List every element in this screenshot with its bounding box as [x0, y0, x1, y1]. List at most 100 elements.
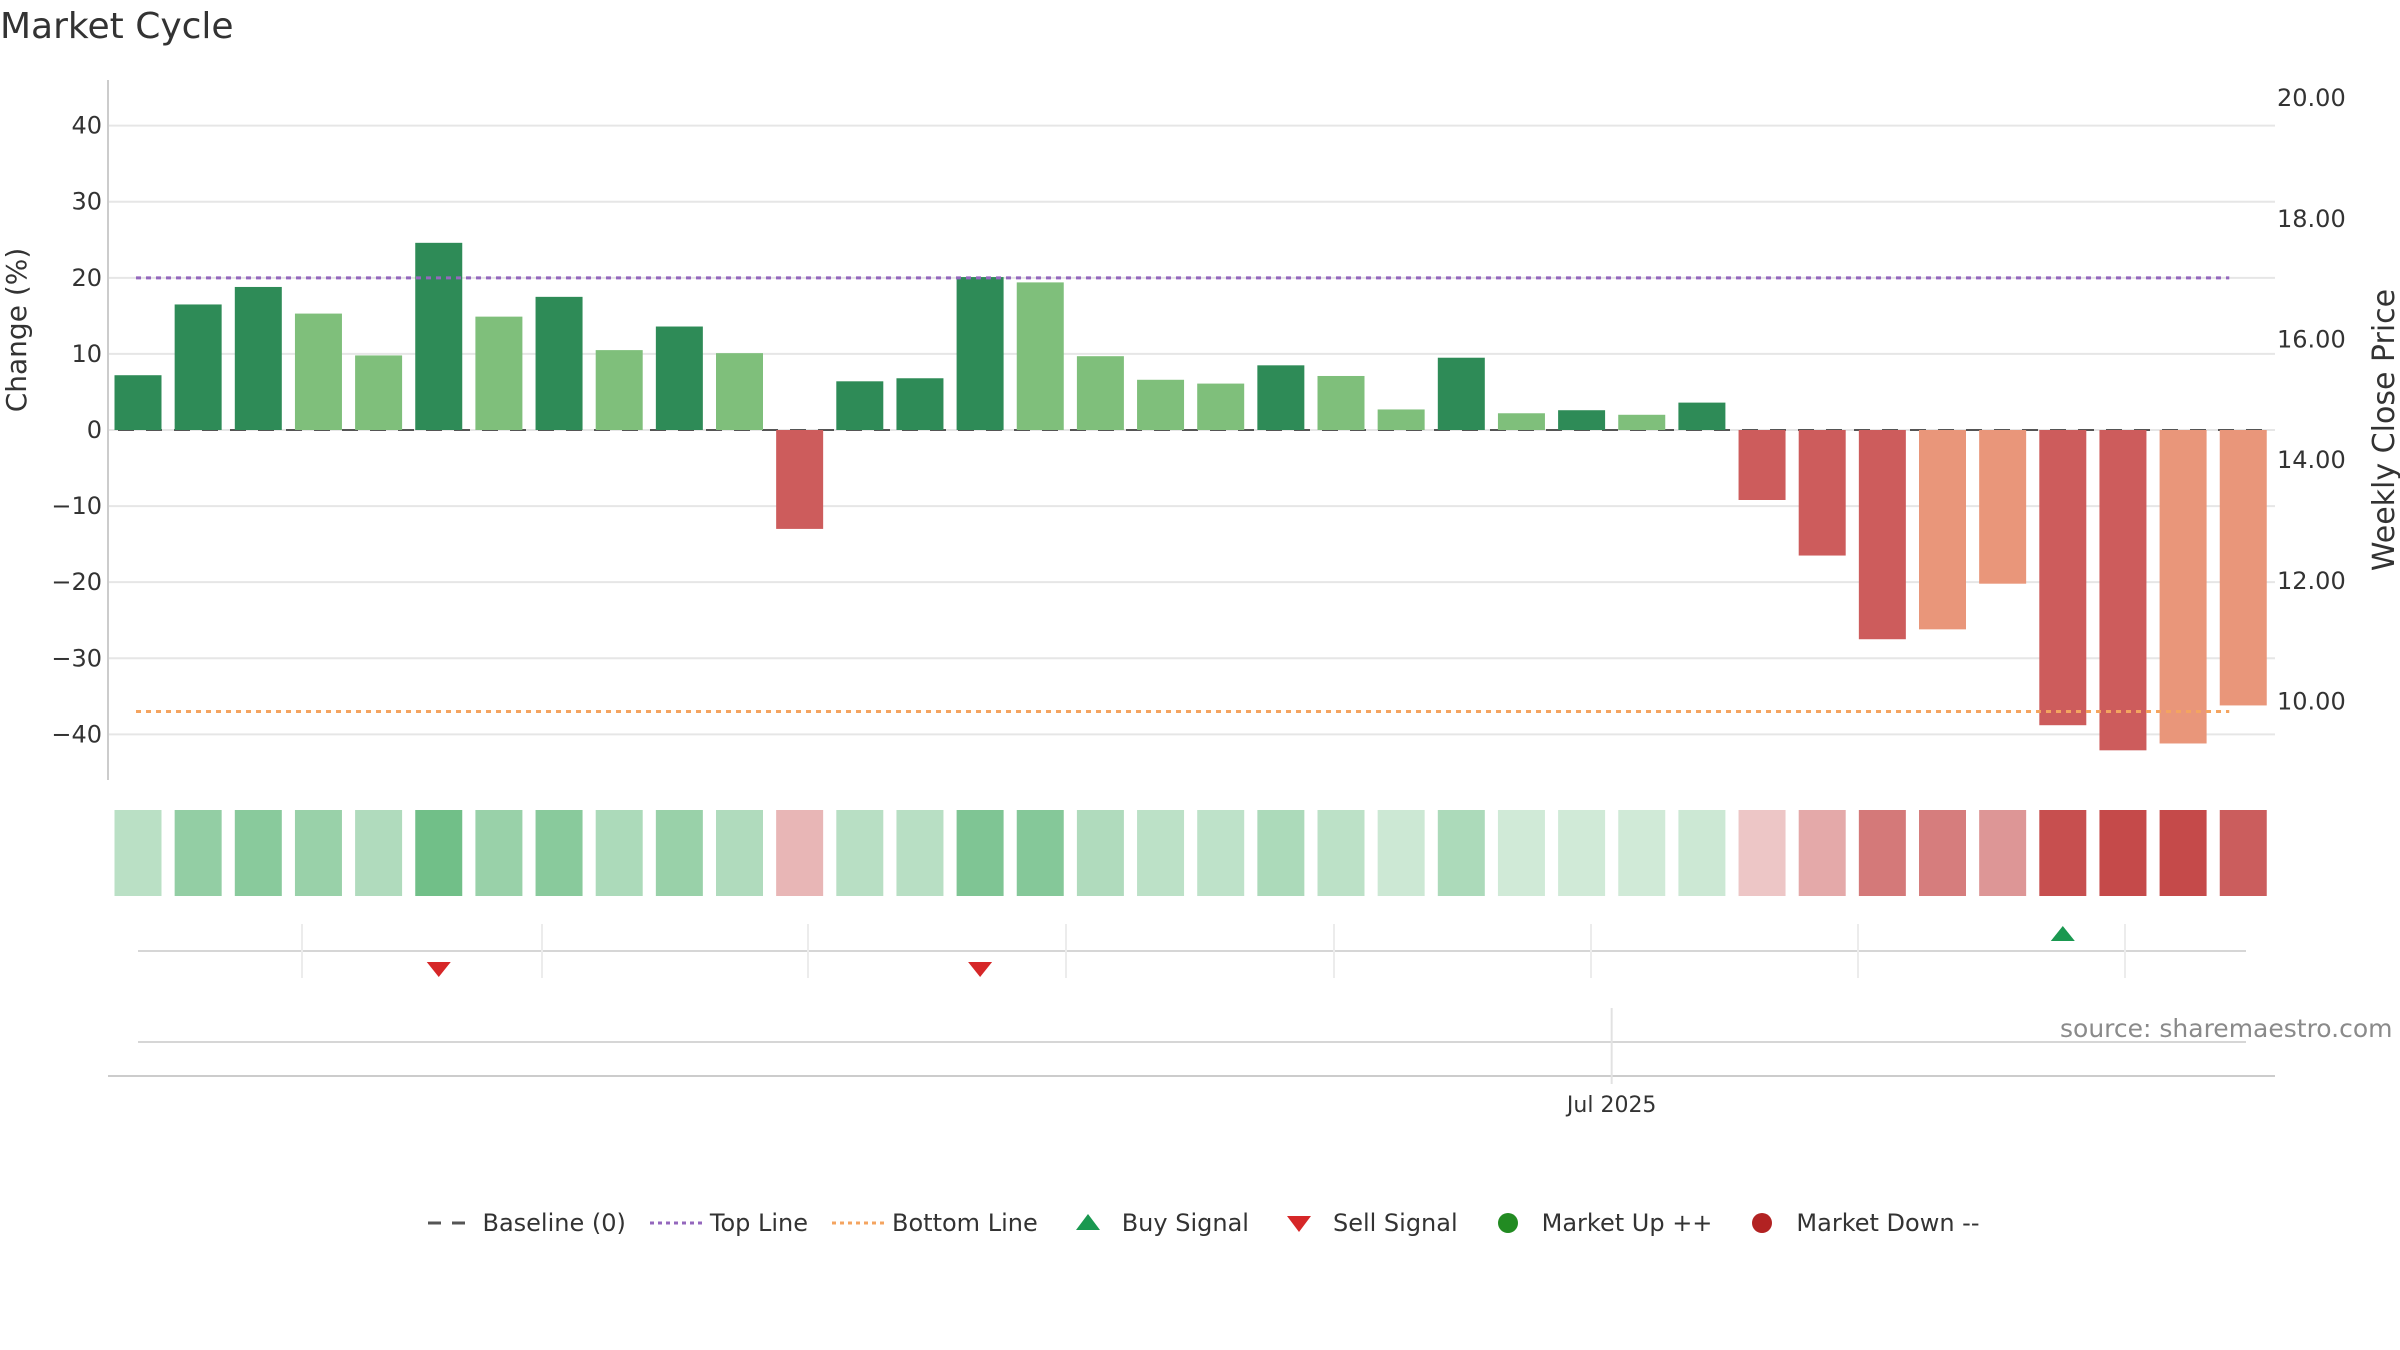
heat-cell-14 — [896, 810, 944, 896]
bar-15 — [956, 277, 1004, 430]
heat-cell-32 — [1979, 810, 2027, 896]
market-down-dot-icon — [1734, 1208, 1790, 1238]
heat-cell-25 — [1558, 810, 1606, 896]
right-axis-tick-label: 14.00 — [2277, 446, 2346, 474]
bar-28 — [1738, 430, 1786, 500]
bar-19 — [1197, 383, 1245, 430]
heat-cell-3 — [234, 810, 282, 896]
sell-signal-marker — [968, 962, 993, 977]
bar-30 — [1858, 430, 1906, 640]
heat-cell-34 — [2099, 810, 2147, 896]
bar-10 — [655, 326, 703, 430]
heat-cell-8 — [535, 810, 583, 896]
sell-triangle-icon — [1271, 1208, 1327, 1238]
bar-36 — [2219, 430, 2267, 706]
legend-bottom-line-symbol — [830, 1208, 886, 1238]
chart-legend: Baseline (0) Top Line Bottom Line Buy Si… — [0, 1208, 2400, 1238]
heat-cell-11 — [716, 810, 763, 896]
bar-20 — [1257, 365, 1305, 430]
legend-buy-signal[interactable]: Buy Signal — [1060, 1208, 1249, 1238]
heat-cell-36 — [2219, 810, 2267, 896]
bar-3 — [234, 286, 282, 430]
bar-22 — [1377, 409, 1425, 430]
bar-16 — [1016, 282, 1064, 430]
bar-23 — [1437, 357, 1485, 430]
heat-cell-21 — [1317, 810, 1365, 896]
heat-cell-19 — [1197, 810, 1245, 896]
legend-buy-signal-label: Buy Signal — [1121, 1209, 1249, 1237]
left-axis-tick-label: −20 — [51, 568, 102, 596]
left-axis-tick-label: 10 — [71, 340, 102, 368]
bar-13 — [836, 381, 884, 430]
bar-31 — [1919, 430, 1966, 630]
legend-market-up-label: Market Up ++ — [1541, 1209, 1713, 1237]
heat-cell-17 — [1076, 810, 1124, 896]
bar-7 — [475, 316, 523, 430]
bar-5 — [355, 355, 403, 430]
legend-market-down-label: Market Down -- — [1796, 1209, 1980, 1237]
heat-cell-5 — [355, 810, 403, 896]
heat-cell-16 — [1016, 810, 1064, 896]
heat-cell-31 — [1919, 810, 1966, 896]
left-axis-tick-label: 0 — [87, 416, 102, 444]
bar-18 — [1137, 379, 1185, 430]
bar-12 — [776, 430, 824, 529]
sell-signal-marker — [426, 962, 451, 977]
legend-market-down[interactable]: Market Down -- — [1734, 1208, 1980, 1238]
chart-title: Market Cycle — [0, 6, 234, 47]
heat-cell-12 — [776, 810, 824, 896]
left-axis-tick-label: −30 — [51, 644, 102, 672]
legend-top-line[interactable]: Top Line — [648, 1208, 808, 1238]
heat-cell-29 — [1798, 810, 1846, 896]
right-axis-tick-label: 16.00 — [2277, 325, 2346, 353]
left-axis-tick-label: 40 — [71, 112, 102, 140]
bar-33 — [2039, 430, 2087, 726]
legend-baseline-label: Baseline (0) — [482, 1209, 626, 1237]
legend-top-line-label: Top Line — [709, 1209, 809, 1237]
bar-32 — [1979, 430, 2027, 584]
bar-26 — [1618, 414, 1666, 430]
bar-17 — [1076, 356, 1124, 430]
heat-cell-1 — [114, 810, 162, 896]
legend-baseline[interactable]: Baseline (0) — [420, 1208, 626, 1238]
legend-sell-signal[interactable]: Sell Signal — [1271, 1208, 1458, 1238]
bar-9 — [595, 350, 643, 430]
heat-cell-33 — [2039, 810, 2087, 896]
buy-signal-marker — [2050, 926, 2075, 941]
right-axis-title: Weekly Close Price — [2367, 289, 2400, 571]
heat-cell-7 — [475, 810, 523, 896]
heat-cell-27 — [1678, 810, 1726, 896]
bar-2 — [174, 304, 222, 430]
heat-cell-23 — [1437, 810, 1485, 896]
bar-1 — [114, 375, 162, 430]
bar-21 — [1317, 375, 1365, 430]
heat-cell-13 — [836, 810, 884, 896]
heat-cell-18 — [1137, 810, 1185, 896]
legend-top-line-symbol — [648, 1208, 704, 1238]
legend-bottom-line-label: Bottom Line — [892, 1209, 1038, 1237]
left-axis-tick-label: 20 — [71, 264, 102, 292]
bar-29 — [1798, 430, 1846, 556]
legend-bottom-line[interactable]: Bottom Line — [830, 1208, 1038, 1238]
legend-market-up[interactable]: Market Up ++ — [1480, 1208, 1713, 1238]
bar-35 — [2159, 430, 2207, 744]
heat-cell-24 — [1497, 810, 1545, 896]
heat-cell-2 — [174, 810, 222, 896]
legend-baseline-symbol — [420, 1208, 476, 1238]
legend-sell-signal-label: Sell Signal — [1332, 1209, 1458, 1237]
heat-cell-26 — [1618, 810, 1666, 896]
left-axis-tick-label: −40 — [51, 720, 102, 748]
bar-25 — [1558, 410, 1606, 430]
x-axis-tick-label: Jul 2025 — [1565, 1093, 1657, 1118]
heat-cell-22 — [1377, 810, 1425, 896]
heat-cell-28 — [1738, 810, 1786, 896]
right-axis-tick-label: 12.00 — [2277, 567, 2346, 595]
left-axis-tick-label: −10 — [51, 492, 102, 520]
heat-cell-9 — [595, 810, 643, 896]
bar-14 — [896, 378, 944, 430]
heat-cell-35 — [2159, 810, 2207, 896]
heat-cell-15 — [956, 810, 1004, 896]
bar-27 — [1678, 402, 1726, 430]
right-axis-tick-label: 18.00 — [2277, 205, 2346, 233]
